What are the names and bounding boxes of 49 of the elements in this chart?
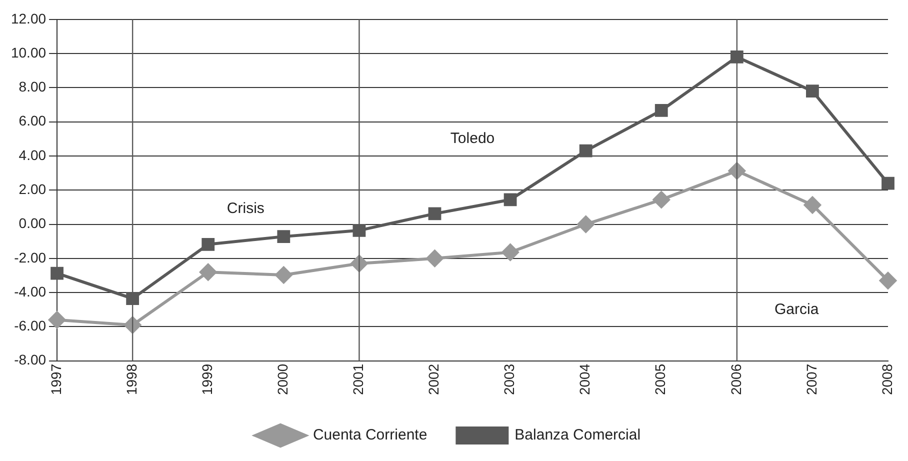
point [504,193,517,206]
x-tick-label: 2001 [350,364,366,396]
annotation: Crisis [226,200,264,218]
point [275,266,292,284]
x-tick-label: 1998 [123,364,140,396]
annotation: Garcia [774,300,820,318]
point [577,216,594,233]
x-tick-label: 2004 [576,364,593,396]
x-tick-label: 2005 [652,364,668,396]
point [882,176,894,190]
x-tick-label: 2008 [878,364,895,396]
point [277,230,290,244]
point [426,250,444,267]
point [202,238,215,251]
y-tick-label: -4.00 [14,283,46,300]
x-tick-label: 2000 [274,364,291,396]
point [428,207,442,220]
x-tick-label: 1999 [198,364,215,396]
y-tick-label: 8.00 [18,78,46,95]
x-tick-label: 2006 [728,364,744,396]
y-tick-label: -8.00 [14,352,46,368]
point [200,264,217,281]
point [804,196,821,214]
point [579,144,592,158]
point [50,266,64,280]
y-tick-label: -2.00 [14,249,46,266]
point [880,272,896,290]
legend-label: Balanza Comercial [514,426,641,444]
point [502,244,519,261]
x-tick-label: 1997 [48,364,64,396]
point [126,292,140,305]
point [352,224,366,237]
y-tick-label: 12.00 [10,10,46,26]
y-tick-label: -6.00 [14,318,46,334]
x-tick-label: 2007 [803,364,820,396]
annotation: Toledo [450,130,495,148]
x-tick-label: 2003 [501,364,518,396]
point [654,104,668,117]
point [652,191,670,208]
y-tick-label: 6.00 [18,112,46,129]
point [730,50,744,64]
y-tick-label: 4.00 [18,146,46,163]
y-tick-label: 0.00 [18,215,46,232]
point [48,311,66,328]
legend-label: Cuenta Corriente [312,426,428,444]
y-tick-label: 2.00 [18,180,46,197]
y-tick-label: 10.00 [10,44,46,60]
x-tick-label: 2002 [426,364,442,396]
point [806,84,819,98]
